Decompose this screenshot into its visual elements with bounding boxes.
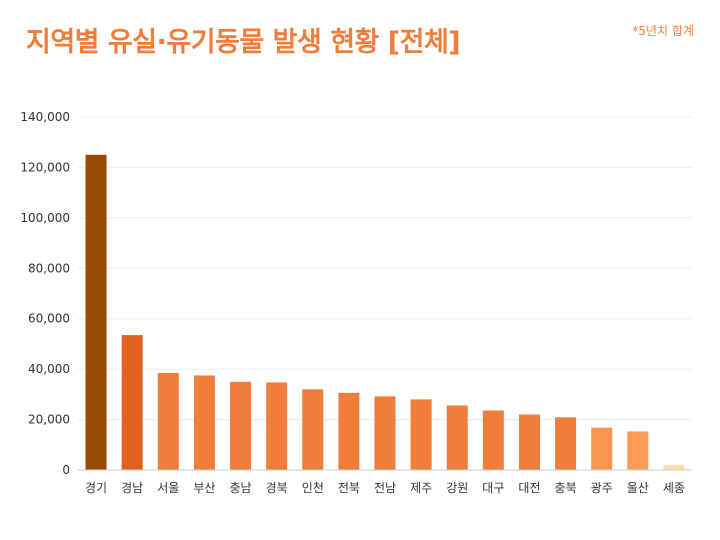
x-tick-label: 광주 — [591, 481, 613, 495]
y-tick-label: 100,000 — [20, 211, 70, 225]
x-tick-label: 대구 — [482, 481, 504, 495]
bars — [85, 154, 685, 471]
bar-인천 — [302, 389, 324, 470]
bar-세종 — [663, 464, 685, 470]
bar-전북 — [338, 392, 360, 470]
x-tick-label: 제주 — [410, 481, 432, 495]
bar-대전 — [518, 414, 540, 470]
y-tick-label: 120,000 — [20, 160, 70, 174]
bar-경북 — [266, 382, 288, 470]
y-axis: 0 20,000 40,000 60,000 80,000 100,000 120,000 1… — [20, 110, 70, 477]
x-tick-label: 부산 — [193, 481, 215, 495]
x-tick-label: 울산 — [627, 481, 649, 495]
y-tick-label: 140,000 — [20, 110, 70, 124]
x-tick-label: 경기 — [85, 481, 107, 495]
bar-경기 — [85, 154, 107, 471]
bar-충남 — [230, 381, 252, 470]
bar-충북 — [555, 417, 577, 470]
x-tick-label: 경남 — [121, 481, 143, 495]
bar-강원 — [446, 405, 468, 470]
bar-울산 — [627, 431, 649, 470]
x-axis: 경기 경남 서울 부산 충남 경북 인천 전북 전남 제주 강원 대구 대전 충북 광주 울산 세종 — [78, 469, 692, 495]
y-tick-label: 60,000 — [28, 312, 70, 326]
y-tick-label: 20,000 — [28, 413, 70, 427]
x-tick-label: 전남 — [374, 481, 396, 495]
bar-경남 — [121, 335, 143, 470]
x-tick-label: 전북 — [338, 481, 360, 495]
x-tick-label: 세종 — [663, 481, 685, 495]
y-tick-label: 80,000 — [28, 261, 70, 275]
chart-note: *5년치 합계 — [632, 24, 694, 38]
bar-부산 — [193, 375, 215, 470]
y-tick-label: 0 — [62, 463, 70, 477]
x-tick-label: 서울 — [157, 481, 179, 495]
bar-제주 — [410, 399, 432, 470]
x-tick-label: 인천 — [302, 480, 324, 495]
chart-title: 지역별 유실·유기동물 발생 현황 [전체] — [26, 27, 461, 58]
x-tick-label: 충북 — [555, 481, 577, 495]
x-tick-label: 강원 — [446, 481, 468, 495]
x-tick-label: 충남 — [229, 481, 251, 495]
x-tick-label: 대전 — [518, 481, 540, 495]
y-tick-label: 40,000 — [28, 362, 70, 376]
x-tick-label: 경북 — [266, 481, 288, 495]
bar-광주 — [591, 427, 613, 470]
bar-전남 — [374, 396, 396, 470]
bar-대구 — [482, 410, 504, 470]
bar-서울 — [157, 372, 179, 470]
